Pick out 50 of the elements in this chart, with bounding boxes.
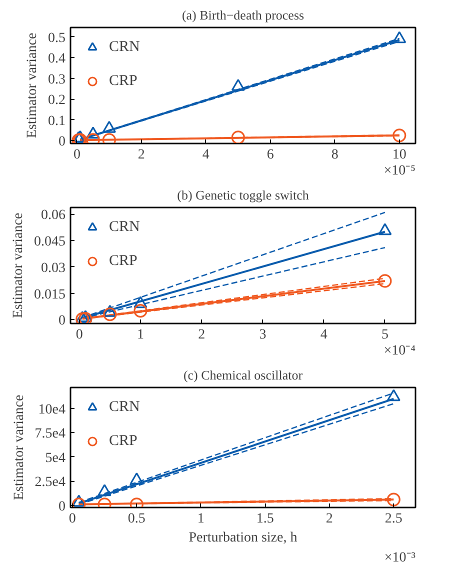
x-tick-label: 0 <box>76 328 83 342</box>
x-tick-label: 0.5 <box>128 512 146 526</box>
x-tick-label: 6 <box>266 148 274 162</box>
y-tick-label: 0.045 <box>34 234 66 250</box>
y-tick-label: 0.015 <box>34 287 66 302</box>
x-tick-label: 3 <box>259 328 266 342</box>
text: ×10⁻⁴ <box>384 344 416 358</box>
x-axis-title: Perturbation size, h <box>188 530 298 546</box>
chart-title: (b) Genetic toggle switch <box>177 188 310 202</box>
x-tick-label: 2 <box>326 512 333 526</box>
legend-label: CRP <box>109 72 138 90</box>
y-tick-label: 5e4 <box>45 450 66 466</box>
x-tick-label: 0 <box>73 148 80 162</box>
x-tick-label: 0 <box>68 512 76 526</box>
y-tick-label: 7.5e4 <box>34 426 66 442</box>
chart-title: (a) Birth−death process <box>182 8 304 22</box>
text: ×10⁻⁵ <box>384 164 416 178</box>
y-tick-label: 0 <box>58 134 66 150</box>
y-tick-label: 0.3 <box>48 72 66 88</box>
x-tick-label: 8 <box>331 148 338 162</box>
y-tick-label: 0.5 <box>48 30 66 46</box>
y-tick-label: 0.2 <box>48 93 66 108</box>
y-tick-label: 0.06 <box>41 208 66 224</box>
x-tick-label: 1.5 <box>256 512 274 526</box>
y-tick-label: 0.03 <box>41 260 66 276</box>
x-tick-label: 2 <box>138 148 145 162</box>
legend-label: CRN <box>109 38 140 56</box>
x-tick-label: 1 <box>197 512 204 526</box>
x-tick-label: 2 <box>198 328 206 342</box>
y-tick-label: 10e4 <box>38 402 66 418</box>
x-tick-label: 2.5 <box>384 512 402 526</box>
x-tick-label: 1 <box>136 328 144 342</box>
chart-title: (c) Chemical oscillator <box>183 368 304 382</box>
legend-label: CRP <box>109 252 138 270</box>
y-tick-label: 0 <box>58 499 66 514</box>
legend-label: CRN <box>109 218 140 236</box>
y-tick-label: 0 <box>58 314 66 329</box>
y-tick-label: 0.1 <box>48 114 66 129</box>
y-tick-label: 2.5e4 <box>34 475 66 490</box>
x-tick-label: 4 <box>320 328 328 342</box>
y-axis-title: Estimator variance <box>12 394 27 500</box>
x-tick-label: 5 <box>381 328 388 342</box>
x-tick-label: 10 <box>392 148 406 162</box>
y-axis-title: Estimator variance <box>25 32 40 138</box>
y-tick-label: 0.4 <box>48 52 66 67</box>
legend-label: CRP <box>109 432 138 450</box>
x-tick-label: 4 <box>202 148 210 162</box>
text: ×10⁻³ <box>384 550 416 563</box>
legend-label: CRN <box>109 398 140 416</box>
y-axis-title: Estimator variance <box>11 212 26 318</box>
